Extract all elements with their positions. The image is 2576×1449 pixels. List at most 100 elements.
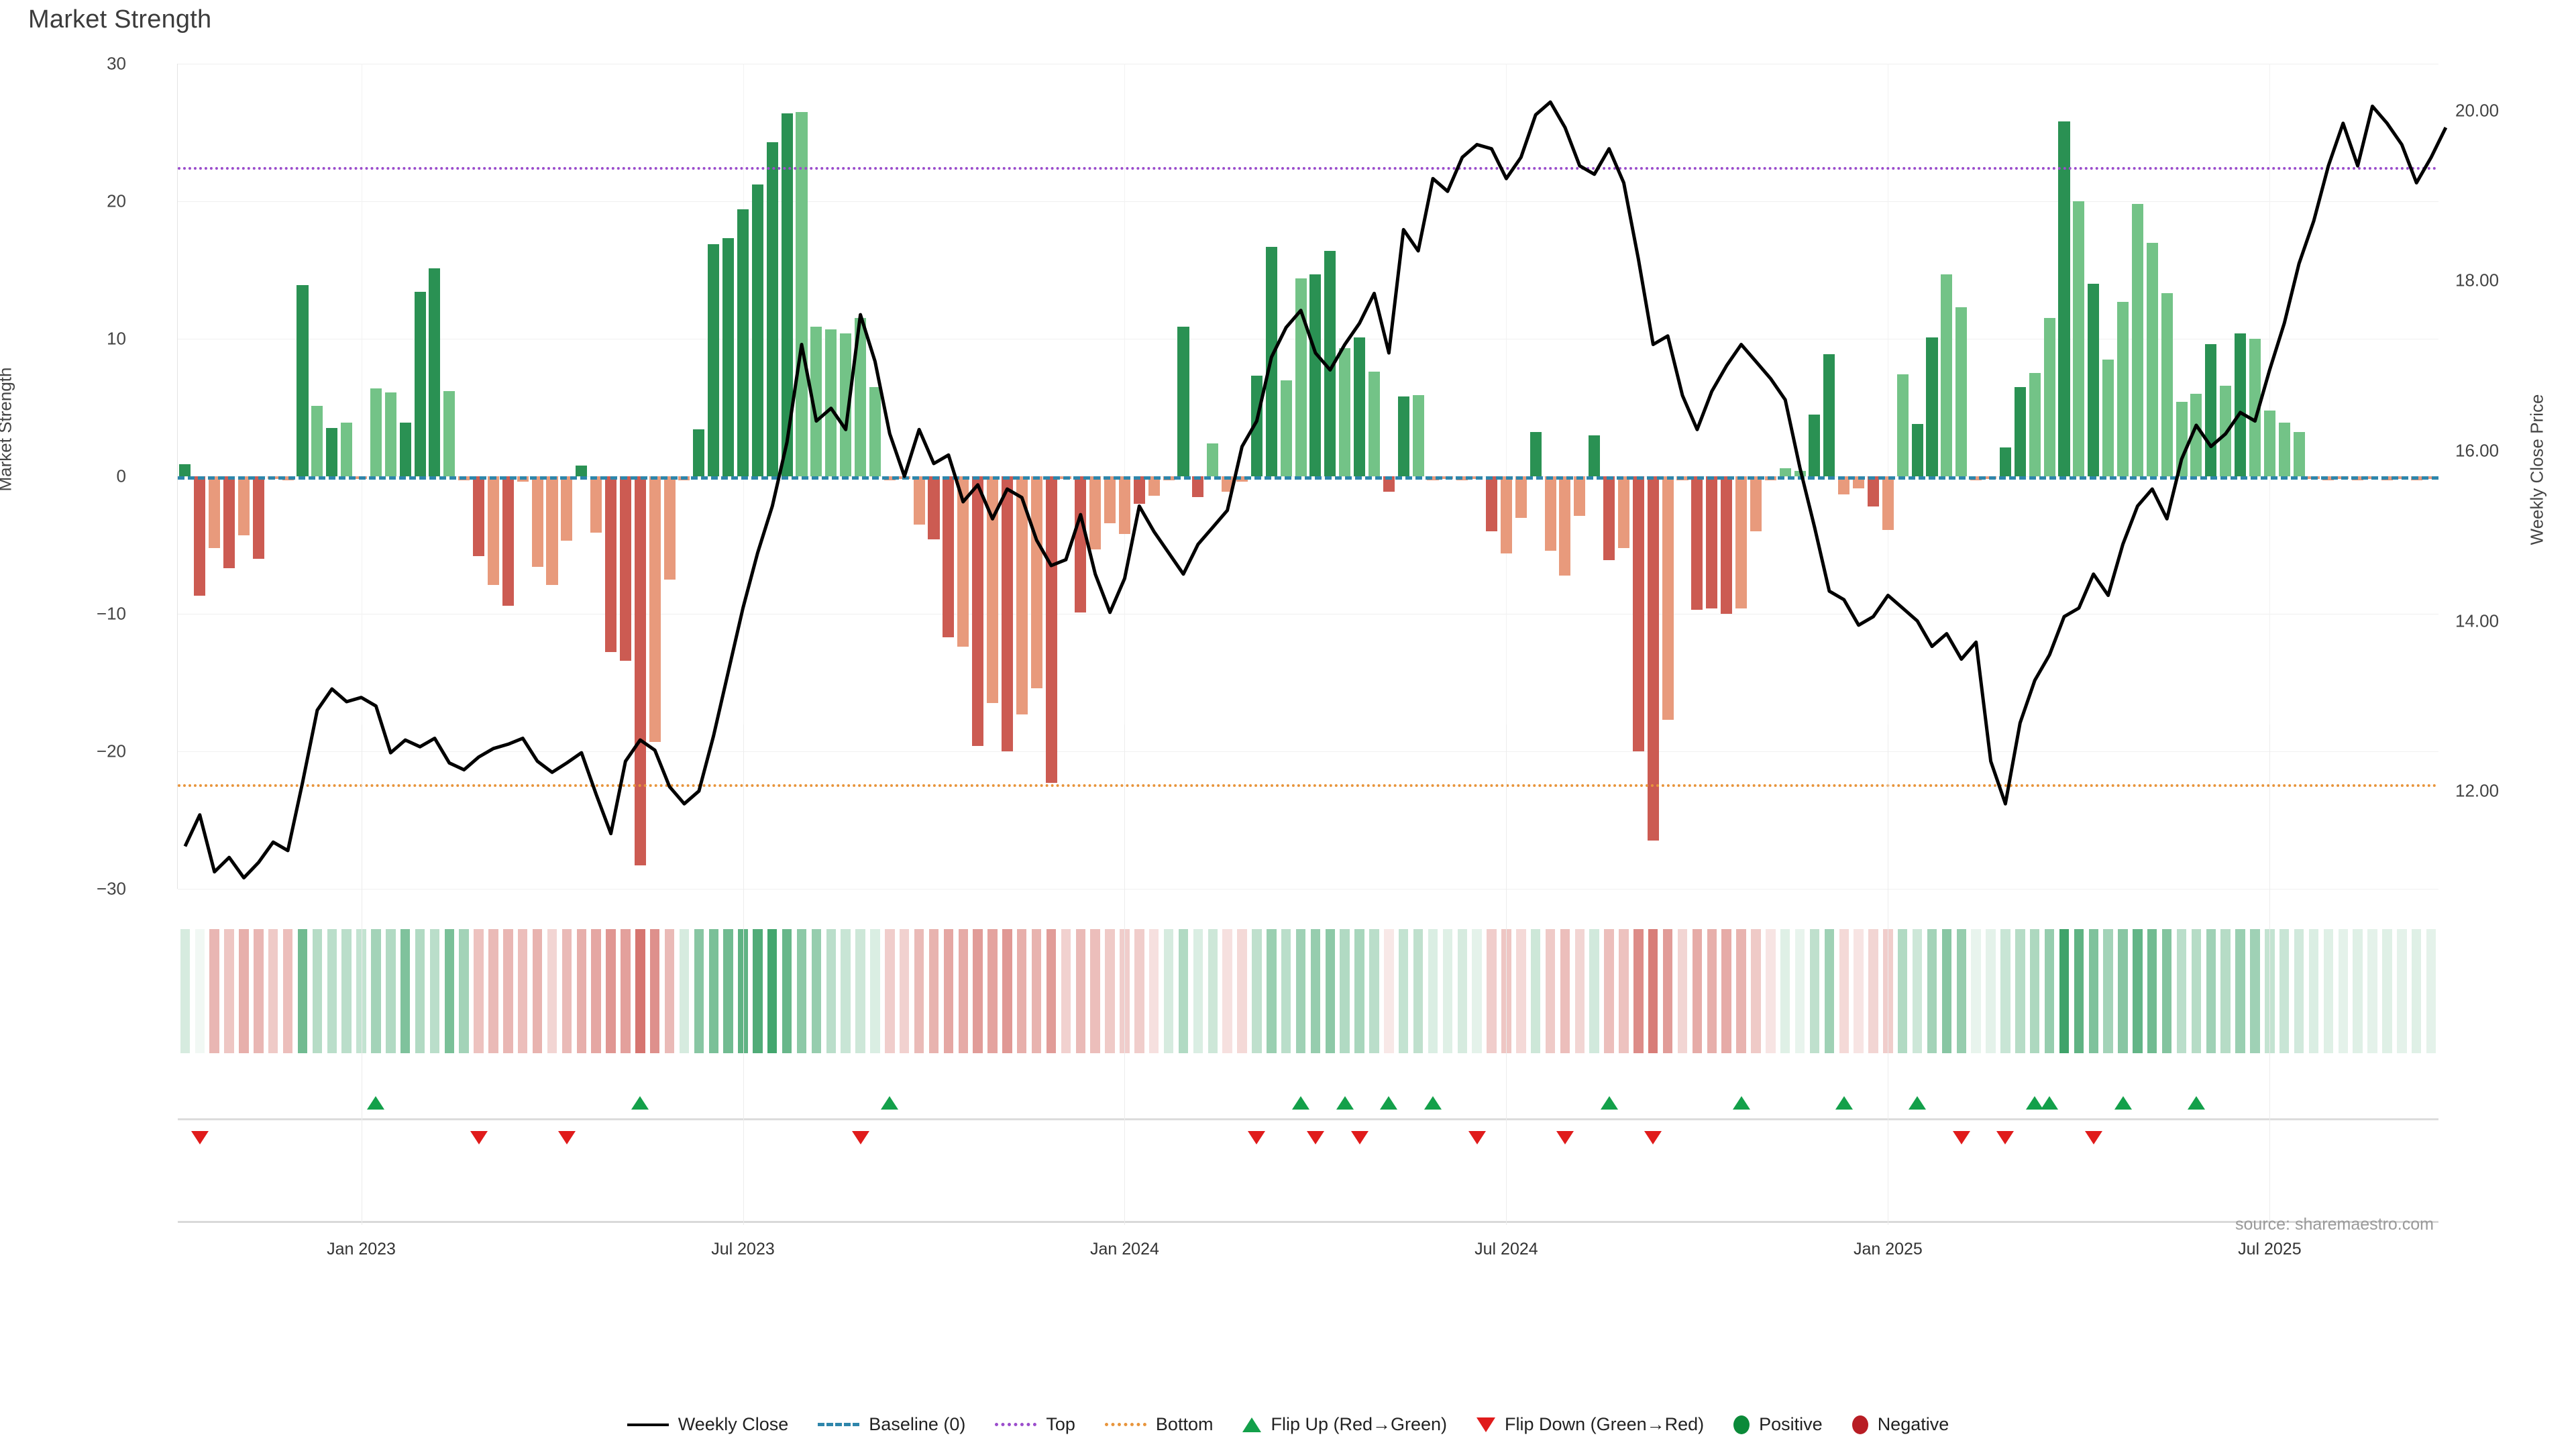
heatmap-cell: [1662, 929, 1673, 1053]
heatmap-cell: [1633, 929, 1644, 1053]
heatmap-cell: [459, 929, 469, 1053]
strength-bar: [986, 476, 999, 704]
strength-bar: [1177, 326, 1189, 476]
strength-bar: [311, 406, 323, 476]
strength-bar: [1397, 396, 1409, 476]
right-axis-label: Weekly Close Price: [2526, 394, 2547, 545]
left-axis-spine: [177, 64, 178, 889]
legend-item[interactable]: Bottom: [1104, 1414, 1214, 1435]
strength-bar: [1603, 476, 1615, 561]
heatmap-cell: [1267, 929, 1277, 1053]
main-plot-area: [178, 64, 2448, 890]
heatmap-cell: [312, 929, 323, 1053]
heatmap-cell: [1061, 929, 1071, 1053]
legend-item[interactable]: Flip Down (Green→Red): [1477, 1414, 1704, 1435]
flip-markers-panel: [178, 1073, 2438, 1164]
flip-down-icon: [1468, 1131, 1486, 1144]
strength-bar: [1589, 435, 1601, 476]
strength-bar: [1500, 476, 1512, 553]
legend-item[interactable]: Top: [995, 1414, 1075, 1435]
heatmap-cell: [1487, 929, 1497, 1053]
heatmap-cell: [2265, 929, 2275, 1053]
heatmap-cell: [2235, 929, 2245, 1053]
heatmap-cell: [532, 929, 543, 1053]
strength-bar: [781, 113, 793, 476]
legend-item[interactable]: Positive: [1733, 1414, 1823, 1435]
heatmap-cell: [1824, 929, 1835, 1053]
strength-bar: [722, 238, 735, 476]
legend-item-label: Top: [1046, 1414, 1075, 1434]
page-title: Market Strength: [28, 5, 212, 34]
heatmap-cell: [1208, 929, 1218, 1053]
reference-line-bottom: [178, 784, 2438, 788]
strength-bar: [2146, 242, 2158, 476]
heatmap-cell: [2044, 929, 2055, 1053]
x-axis-tick-label: Jan 2024: [1090, 1240, 1159, 1258]
flip-up-icon: [2187, 1096, 2205, 1110]
strength-bar: [840, 333, 852, 476]
strength-bar: [1368, 372, 1380, 476]
flip-down-icon: [557, 1131, 576, 1144]
strength-bar: [1867, 476, 1880, 507]
legend-item-label: Negative: [1877, 1414, 1949, 1434]
flip-down-icon: [470, 1131, 488, 1144]
strength-bar: [1089, 476, 1102, 549]
flip-up-icon: [1909, 1096, 1927, 1110]
heatmap-cell: [723, 929, 733, 1053]
x-axis-tick-label: Jul 2023: [711, 1240, 775, 1258]
flip-up-icon: [2041, 1096, 2059, 1110]
heatmap-cell: [1677, 929, 1688, 1053]
heatmap-cell: [1971, 929, 1981, 1053]
strength-bar: [1118, 476, 1130, 535]
heatmap-cell: [1252, 929, 1262, 1053]
heatmap-cell: [1149, 929, 1159, 1053]
strength-bar: [1104, 476, 1116, 523]
strength-bar: [1016, 476, 1028, 714]
heatmap-cell: [2353, 929, 2363, 1053]
strength-bar: [928, 476, 940, 540]
strength-bar: [737, 209, 749, 476]
strength-bar: [561, 476, 573, 541]
strength-bar: [502, 476, 514, 606]
heatmap-cell: [2397, 929, 2407, 1053]
strength-bar: [399, 423, 411, 476]
heatmap-cell: [1794, 929, 1805, 1053]
strength-bar: [825, 329, 837, 476]
legend-item-label: Bottom: [1155, 1414, 1214, 1434]
legend-item[interactable]: Negative: [1851, 1414, 1949, 1435]
strength-bar: [2043, 318, 2055, 476]
heatmap-cell: [415, 929, 425, 1053]
heatmap-cell: [958, 929, 968, 1053]
heatmap-cell: [1574, 929, 1585, 1053]
strength-bar: [2029, 373, 2041, 476]
left-axis-tick-label: −30: [96, 878, 126, 899]
strength-bar: [576, 465, 588, 476]
heatmap-cell: [738, 929, 748, 1053]
heatmap-cell: [753, 929, 763, 1053]
heatmap-cell: [1927, 929, 1937, 1053]
strength-bar: [2014, 386, 2026, 476]
heatmap-cell: [2161, 929, 2172, 1053]
legend-item[interactable]: Weekly Close: [627, 1414, 788, 1435]
left-axis-tick-label: 0: [116, 466, 126, 486]
heatmap-cell: [1046, 929, 1057, 1053]
strength-bar: [252, 476, 264, 559]
heatmap-cell: [2103, 929, 2113, 1053]
heatmap-cell: [282, 929, 293, 1053]
x-axis-tick-label: Jan 2023: [327, 1240, 396, 1258]
heatmap-cell: [1707, 929, 1717, 1053]
heatmap-cell: [1501, 929, 1511, 1053]
legend-dotted-line-icon: [1104, 1423, 1146, 1426]
legend-item[interactable]: Baseline (0): [818, 1414, 965, 1435]
x-axis-spine: [178, 1221, 2438, 1223]
strength-bar: [531, 476, 543, 568]
strength-bar: [1354, 337, 1366, 476]
legend-item[interactable]: Flip Up (Red→Green): [1242, 1414, 1447, 1435]
flip-down-icon: [2084, 1131, 2102, 1144]
heatmap-cell: [1956, 929, 1966, 1053]
heatmap-cell: [1839, 929, 1849, 1053]
strength-bar: [341, 423, 353, 476]
strength-bar: [473, 476, 485, 556]
strength-bar: [487, 476, 499, 585]
flip-down-icon: [1248, 1131, 1266, 1144]
